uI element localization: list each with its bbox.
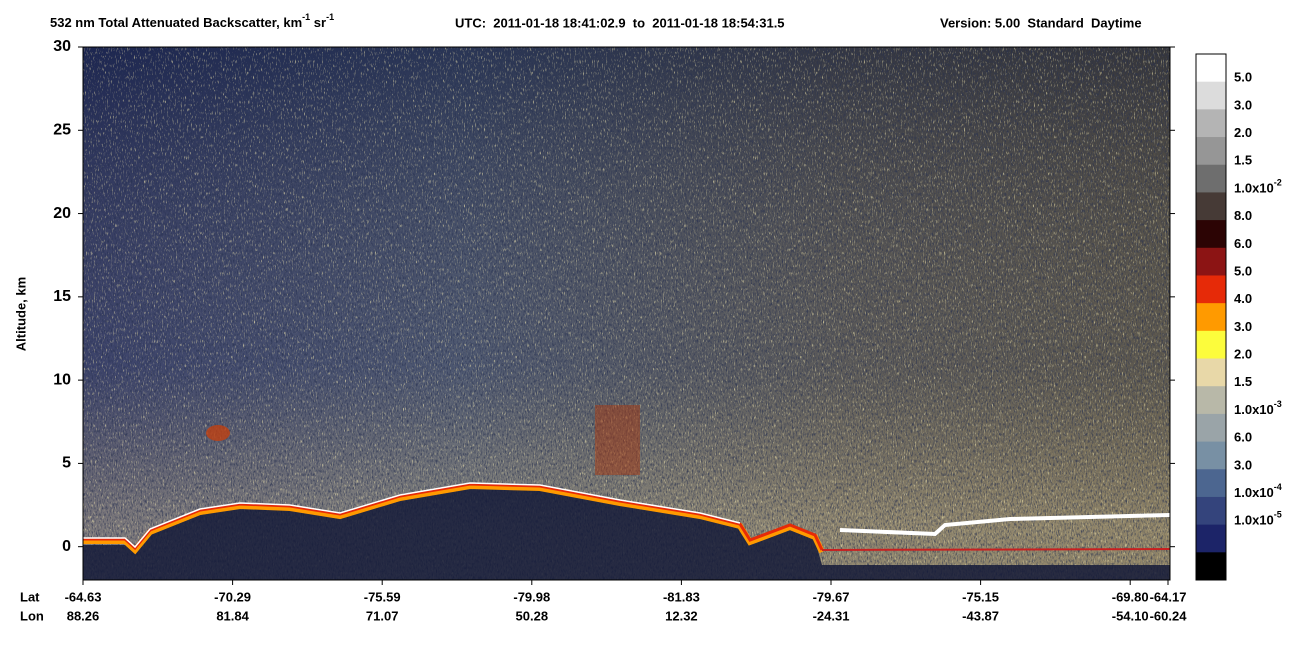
y-tick-label: 5 [62, 455, 71, 472]
plot-frame [82, 46, 1171, 581]
y-tick-label: 15 [53, 288, 71, 305]
colorbar-label: 6.0 [1234, 430, 1252, 445]
colorbar-swatch [1196, 413, 1226, 443]
colorbar-label-text: 6.0 [1234, 236, 1252, 251]
x-tick-label: -79.67 [813, 589, 850, 604]
colorbar-label: 8.0 [1234, 209, 1252, 224]
colorbar-swatch [1196, 303, 1226, 332]
chart-title: 532 nm Total Attenuated Backscatter, km-… [50, 12, 334, 30]
colorbar-label: 1.5 [1234, 375, 1252, 390]
colorbar-label-text: 2.0 [1234, 347, 1252, 362]
x-tick-label: -24.31 [813, 608, 850, 623]
colorbar-swatch [1196, 552, 1226, 581]
colorbar-label: 2.0 [1234, 125, 1252, 140]
x-tick-label: 12.32 [665, 608, 698, 623]
x-tick-label: -75.59 [364, 589, 401, 604]
y-tick-label: 20 [53, 205, 71, 222]
colorbar-swatch [1196, 164, 1226, 193]
x-tick-label: 71.07 [366, 608, 399, 623]
colorbar-label-text: 5.0 [1234, 70, 1252, 85]
colorbar-label-text: 4.0 [1234, 292, 1252, 307]
colorbar-label-text: 3.0 [1234, 319, 1252, 334]
colorbar-swatch [1196, 137, 1226, 166]
x-tick-label: -60.24 [1150, 608, 1188, 623]
colorbar-label: 5.0 [1234, 264, 1252, 279]
x-tick-label: 81.84 [216, 608, 249, 623]
x-tick-label: 88.26 [67, 608, 100, 623]
title-text: sr [310, 15, 326, 30]
x-tick-label: -81.83 [663, 589, 700, 604]
title-exponent: -1 [302, 12, 310, 22]
colorbar-swatch [1196, 469, 1226, 498]
x-row-label: Lat [20, 589, 40, 604]
backscatter-image [83, 47, 1170, 580]
colorbar-swatch [1196, 386, 1226, 415]
x-tick-label: -64.17 [1150, 589, 1187, 604]
x-tick-label: -64.63 [65, 589, 102, 604]
y-tick-label: 0 [62, 538, 71, 555]
x-row-label: Lon [20, 608, 44, 623]
colorbar-label: 1.0x10-2 [1234, 178, 1282, 196]
colorbar-label: 1.0x10-4 [1234, 482, 1282, 500]
colorbar-label-exponent: -4 [1274, 482, 1282, 492]
y-tick-label: 10 [53, 371, 71, 388]
colorbar-label-text: 2.0 [1234, 125, 1252, 140]
x-tick-label: 50.28 [516, 608, 549, 623]
version: Version: 5.00 Standard Daytime [940, 15, 1142, 30]
colorbar-label: 1.5 [1234, 153, 1252, 168]
colorbar-label: 5.0 [1234, 70, 1252, 85]
colorbar-label-text: 1.5 [1234, 153, 1252, 168]
colorbar-swatch [1196, 441, 1226, 470]
x-tick-label: -54.10 [1112, 608, 1149, 623]
colorbar-label: 4.0 [1234, 292, 1252, 307]
colorbar-swatch [1196, 109, 1226, 138]
colorbar-label: 3.0 [1234, 458, 1252, 473]
colorbar-frame [1195, 53, 1227, 581]
colorbar-swatch [1196, 496, 1226, 526]
colorbar-swatch [1196, 275, 1226, 304]
colorbar-label-text: 1.0x10 [1234, 402, 1274, 417]
colorbar-swatch [1196, 220, 1226, 249]
x-tick-label: -43.87 [962, 608, 999, 623]
colorbar-label: 6.0 [1234, 236, 1252, 251]
colorbar-label: 2.0 [1234, 347, 1252, 362]
colorbar-swatch [1196, 54, 1226, 83]
colorbar-label-text: 1.5 [1234, 375, 1252, 390]
colorbar-label: 1.0x10-3 [1234, 399, 1282, 417]
y-tick-label: 25 [53, 122, 71, 139]
x-tick-label: -79.98 [513, 589, 550, 604]
colorbar-label-text: 6.0 [1234, 430, 1252, 445]
colorbar-label: 3.0 [1234, 98, 1252, 113]
colorbar-label: 3.0 [1234, 319, 1252, 334]
colorbar-swatch [1196, 330, 1226, 360]
x-tick-label: -75.15 [962, 589, 999, 604]
colorbar-swatch [1196, 192, 1226, 221]
colorbar-label-exponent: -3 [1274, 399, 1282, 409]
colorbar-swatch [1196, 81, 1226, 110]
colorbar-label-text: 3.0 [1234, 458, 1252, 473]
colorbar-label-exponent: -2 [1274, 178, 1282, 188]
colorbar-label-text: 5.0 [1234, 264, 1252, 279]
colorbar-swatch [1196, 358, 1226, 387]
colorbar-swatch [1196, 524, 1226, 553]
y-axis-label: Altitude, km [13, 277, 28, 351]
x-tick-label: -70.29 [214, 589, 251, 604]
x-tick-label: -69.80 [1112, 589, 1149, 604]
colorbar-label-text: 1.0x10 [1234, 513, 1274, 528]
y-tick-label: 30 [53, 38, 71, 55]
colorbar-label-text: 8.0 [1234, 209, 1252, 224]
colorbar-label-text: 1.0x10 [1234, 485, 1274, 500]
colorbar-label-exponent: -5 [1274, 510, 1282, 520]
title-exponent: -1 [326, 12, 334, 22]
colorbar-swatch [1196, 247, 1226, 276]
colorbar-label: 1.0x10-5 [1234, 510, 1282, 528]
colorbar-label-text: 3.0 [1234, 98, 1252, 113]
title-text: 532 nm Total Attenuated Backscatter, km [50, 15, 302, 30]
time-range: UTC: 2011-01-18 18:41:02.9 to 2011-01-18… [455, 15, 785, 30]
colorbar-label-text: 1.0x10 [1234, 181, 1274, 196]
